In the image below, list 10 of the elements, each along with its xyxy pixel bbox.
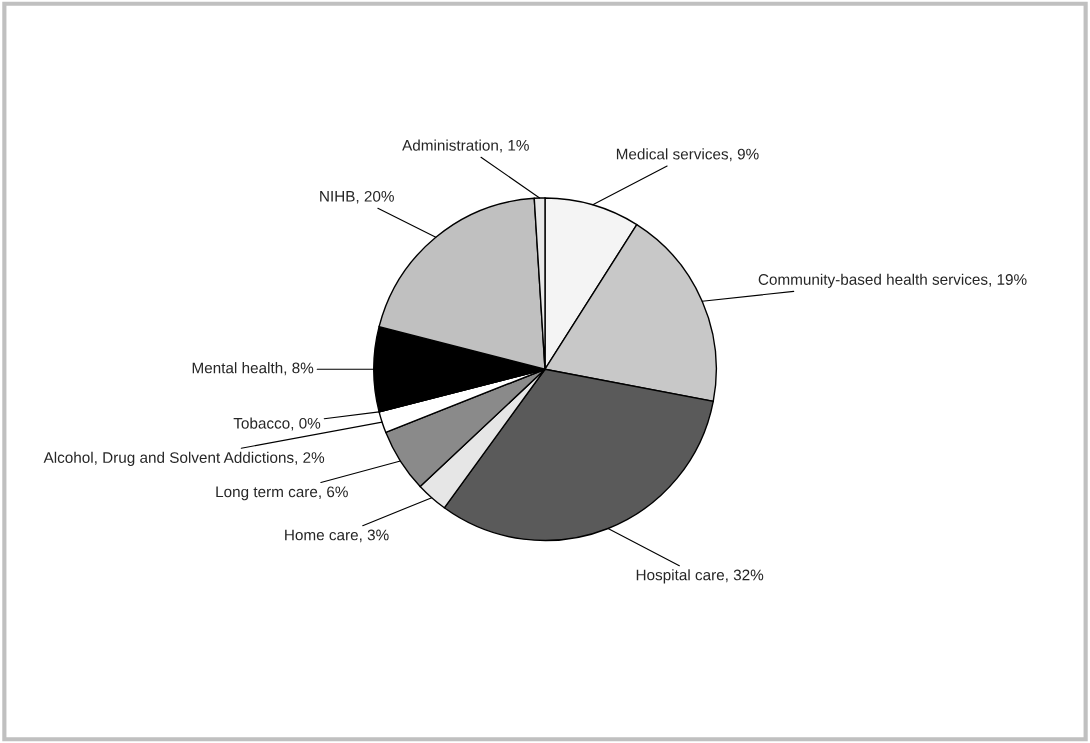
- slice-label: NIHB, 20%: [320, 190, 394, 204]
- slice-label: Long term care, 6%: [216, 486, 348, 501]
- slice-label: Community-based health services, 19%: [758, 273, 1027, 288]
- legend-label: Tobacco, 0%: [233, 417, 321, 431]
- slice-label: Medical services, 9%: [616, 148, 759, 162]
- slice-label: Alcohol, Drug and Solvent Addictions, 2%: [43, 451, 325, 466]
- slice-label: Hospital care, 32%: [636, 569, 764, 584]
- slice-label: Home care, 3%: [285, 529, 389, 543]
- slice-label: Mental health, 8%: [192, 362, 314, 376]
- slice-label: Administration, 1%: [402, 139, 529, 153]
